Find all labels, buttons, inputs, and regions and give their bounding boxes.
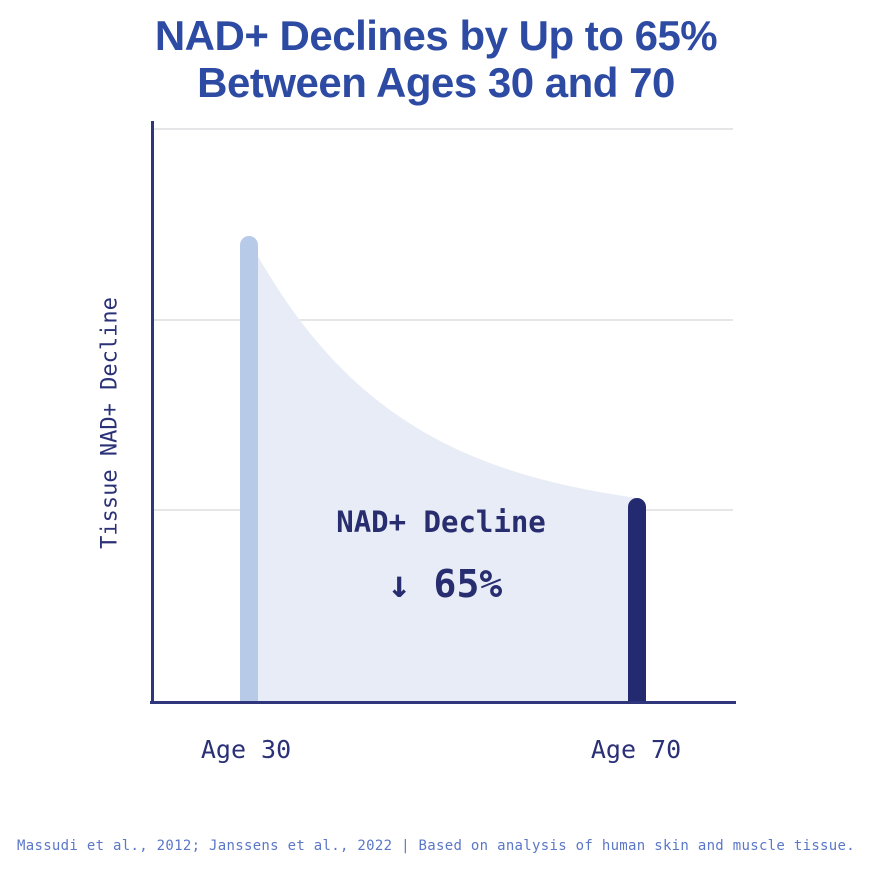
gridline-top bbox=[154, 128, 733, 130]
x-axis-line bbox=[150, 701, 736, 704]
x-tick-age-70: Age 70 bbox=[590, 735, 682, 764]
annotation-decline-value: ↓ 65% bbox=[387, 562, 503, 606]
source-citation: Massudi et al., 2012; Janssens et al., 2… bbox=[17, 838, 855, 854]
y-axis-line bbox=[151, 121, 154, 703]
x-tick-age-30: Age 30 bbox=[200, 735, 292, 764]
age30-bar bbox=[240, 236, 258, 702]
decline-area bbox=[249, 240, 637, 702]
age70-bar bbox=[628, 498, 646, 702]
y-axis-label: Tissue NAD+ Decline bbox=[97, 297, 123, 549]
annotation-label: NAD+ Decline bbox=[336, 505, 546, 539]
chart-title-line1: NAD+ Declines by Up to 65% bbox=[154, 12, 718, 59]
chart-title-line2: Between Ages 30 and 70 bbox=[197, 59, 675, 107]
chart-title: NAD+ Declines by Up to 65% Between Ages … bbox=[0, 12, 872, 106]
